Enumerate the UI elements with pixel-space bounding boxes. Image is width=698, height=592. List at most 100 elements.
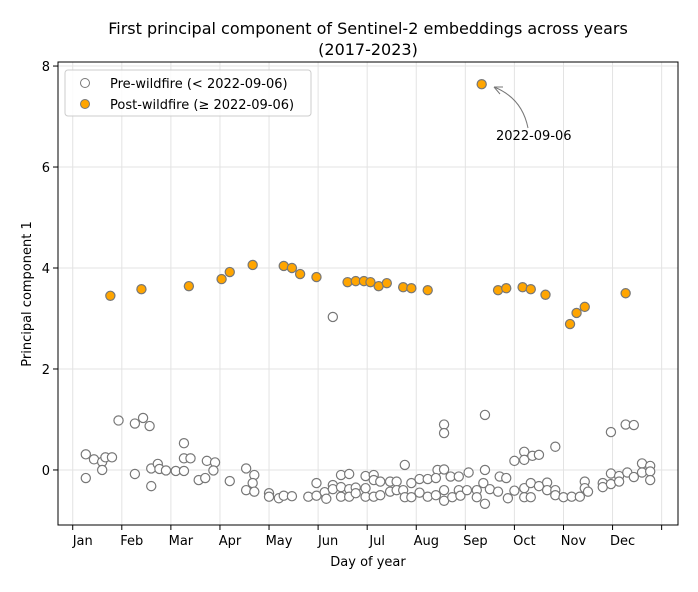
post-wildfire-point [540, 289, 551, 300]
pre-wildfire-point [311, 477, 322, 489]
pre-wildfire-point [453, 471, 464, 482]
pre-wildfire-point [327, 311, 339, 323]
y-tick-label: 6 [42, 161, 50, 176]
pre-wildfire-point [605, 426, 617, 438]
post-wildfire-point [525, 284, 536, 295]
x-tick-label: Nov [561, 534, 587, 549]
post-wildfire-point [571, 307, 582, 319]
post-wildfire-point [183, 280, 195, 292]
x-axis-label: Day of year [330, 555, 406, 570]
pre-wildfire-point [375, 490, 386, 501]
x-tick-label: Oct [513, 534, 535, 549]
post-wildfire-point [620, 288, 631, 299]
x-tick-label: Sep [463, 534, 488, 549]
pre-wildfire-point [479, 464, 491, 476]
pre-wildfire-point [502, 493, 514, 504]
post-wildfire-point [365, 276, 376, 288]
pre-wildfire-point [146, 480, 157, 492]
ticks: Jan Feb Mar Apr May Jun Jul Aug Sep Oct Nov Dec 0 2 4 6… [42, 60, 663, 549]
grid [58, 62, 678, 525]
pre-wildfire-point [391, 476, 402, 487]
annotation: 2022-09-06 [493, 86, 572, 144]
pre-wildfire-point [463, 467, 474, 478]
annotation-text: 2022-09-06 [496, 129, 572, 144]
pre-wildfire-point [106, 452, 118, 463]
annotation-arrow [493, 86, 529, 129]
pre-wildfire-point [509, 455, 520, 467]
axes-frame [57, 61, 679, 526]
post-wildfire-point [105, 290, 116, 301]
pre-wildfire-point [208, 465, 219, 476]
pre-wildfire-point [525, 492, 536, 503]
pre-wildfire-point [406, 492, 417, 503]
x-tick-label: Dec [610, 534, 635, 549]
y-tick-label: 4 [42, 262, 50, 277]
pre-wildfire-point [185, 453, 196, 464]
post-wildfire-point [216, 273, 227, 285]
post-wildfire-point [579, 301, 590, 313]
pre-wildfire-point [628, 471, 640, 483]
pre-wildfire-point [644, 474, 656, 486]
pre-wildfire-point [438, 427, 450, 439]
pre-wildfire-point [628, 419, 640, 431]
pre-wildfire-point [240, 463, 252, 474]
pre-wildfire-point [471, 492, 482, 503]
pre-wildfire-point [350, 487, 361, 499]
pre-wildfire-point [574, 491, 586, 502]
pre-wildfire-point [479, 498, 491, 509]
post-wildfire-point [476, 79, 487, 90]
x-tick-label: Jan [72, 534, 93, 549]
pre-wildfire-point [321, 493, 332, 504]
pre-wildfire-point [360, 482, 371, 494]
pre-wildfire-point [414, 487, 425, 498]
y-tick-label: 8 [42, 60, 50, 75]
y-axis-label: Principal component 1 [20, 221, 35, 366]
pre-wildfire-point [80, 472, 92, 484]
y-tick-label: 2 [42, 363, 50, 378]
x-tick-label: May [266, 534, 293, 549]
post-wildfire-point [286, 262, 298, 274]
legend-marker-post [80, 99, 90, 109]
post-wildfire-point [422, 285, 433, 296]
post-wildfire-point [247, 259, 258, 271]
pre-wildfire-point [96, 464, 108, 476]
pre-wildfire-point [178, 465, 190, 477]
pre-wildfire-point [550, 441, 561, 452]
pre-wildfire-point [263, 491, 275, 502]
chart-title: First principal component of Sentinel-2 … [108, 19, 628, 38]
pre-wildfire-point [113, 415, 124, 426]
post-wildfire-point [294, 268, 306, 280]
pre-wildfire-point [501, 472, 512, 484]
pre-wildfire-point [129, 418, 141, 429]
post-wildfire-point [136, 284, 147, 295]
pre-wildfire-point [399, 459, 411, 471]
post-wildfire-point [224, 266, 235, 278]
post-wildfire-point [406, 282, 417, 294]
data-points [80, 79, 656, 509]
x-tick-label: Aug [414, 534, 439, 549]
pre-wildfire-point [375, 476, 386, 487]
pre-wildfire-point [129, 468, 141, 480]
pre-wildfire-point [80, 449, 92, 460]
pre-wildfire-point [200, 472, 211, 484]
x-tick-label: Jul [368, 534, 385, 549]
pre-wildfire-point [286, 491, 298, 502]
pre-wildfire-point [461, 484, 473, 496]
legend-label-post: Post-wildfire (≥ 2022-09-06) [110, 98, 294, 113]
legend: Pre-wildfire (< 2022-09-06) Post-wildfir… [64, 69, 312, 117]
pre-wildfire-point [519, 454, 530, 466]
pre-wildfire-point [613, 476, 625, 487]
pre-wildfire-point [249, 486, 260, 497]
x-tick-label: Feb [120, 534, 143, 549]
legend-label-pre: Pre-wildfire (< 2022-09-06) [110, 77, 288, 92]
pre-wildfire-point [438, 464, 450, 475]
y-tick-label: 0 [42, 464, 50, 479]
post-wildfire-point [381, 277, 393, 289]
x-tick-label: Jun [317, 534, 338, 549]
post-wildfire-point [501, 282, 512, 294]
annotation-arrowhead [493, 86, 503, 95]
pre-wildfire-point [430, 472, 442, 484]
pre-wildfire-point [144, 420, 155, 432]
